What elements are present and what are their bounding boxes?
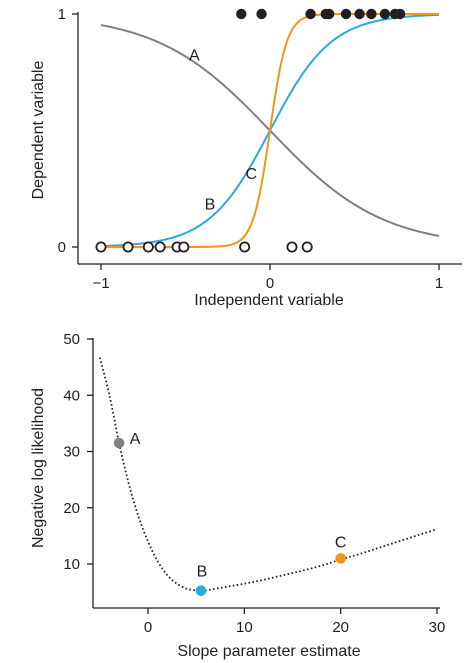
- y-tick-label: 1: [58, 6, 66, 23]
- estimate-point-c: [335, 553, 346, 564]
- x-tick-label: 0: [144, 619, 152, 636]
- estimate-point-c-label: C: [335, 534, 347, 551]
- y-tick-label: 50: [63, 331, 80, 348]
- observation-filled: [354, 8, 365, 20]
- observation-filled: [394, 8, 406, 20]
- observation-filled: [379, 8, 391, 20]
- x-tick-label: 1: [435, 275, 443, 292]
- x-tick-label: 20: [332, 619, 349, 636]
- series-b-label: B: [205, 197, 216, 214]
- series-a-label: A: [189, 47, 200, 64]
- observation-open: [122, 241, 134, 253]
- logistic-chart: −1 0 1 0 1 A B C Independent variable Dependen…: [30, 6, 462, 309]
- y-tick-label: 10: [63, 556, 80, 573]
- x-tick-label: 0: [266, 275, 274, 292]
- observation-filled: [305, 8, 316, 20]
- observation-open: [142, 241, 154, 253]
- estimate-point-b: [195, 585, 207, 597]
- likelihood-curve: [98, 357, 438, 592]
- estimate-point-group: A B C: [113, 431, 347, 597]
- series-c-label: C: [245, 166, 257, 183]
- observation-open: [154, 241, 166, 253]
- observation-open: [178, 241, 190, 253]
- x-tick-label: 10: [236, 619, 253, 636]
- x-tick-label: −1: [92, 275, 109, 292]
- observation-filled: [323, 8, 335, 20]
- y-tick-label: 20: [63, 500, 80, 517]
- y-tick-label: 0: [58, 239, 66, 256]
- x-tick-label: 30: [429, 619, 446, 636]
- y-axis-label: Negative log likelihood: [30, 388, 47, 548]
- observation-filled: [256, 8, 267, 20]
- tick-group: −1 0 1 0 1: [58, 6, 444, 292]
- series-c-curve: [101, 13, 439, 248]
- x-axis-label: Independent variable: [194, 292, 344, 309]
- observation-open: [286, 241, 298, 253]
- observation-filled: [236, 8, 247, 20]
- observation-open: [239, 241, 251, 253]
- curve-group: [100, 13, 440, 248]
- observation-open: [95, 241, 107, 253]
- series-label-group: A B C: [189, 47, 257, 213]
- y-axis-label: Dependent variable: [30, 61, 47, 200]
- likelihood-chart: 0 10 20 30 10 20 30 40 50 A B C Slope parameter es…: [30, 331, 445, 660]
- tick-group: 0 10 20 30 10 20 30 40 50: [63, 331, 445, 636]
- observation-filled: [366, 8, 377, 20]
- y-tick-label: 40: [63, 387, 80, 404]
- x-axis-label: Slope parameter estimate: [177, 643, 360, 660]
- observation-filled: [340, 8, 352, 20]
- y-tick-label: 30: [63, 444, 80, 461]
- observation-group: [95, 8, 406, 253]
- estimate-point-b-label: B: [197, 564, 208, 581]
- estimate-point-a-label: A: [130, 431, 141, 448]
- observation-open: [301, 241, 313, 253]
- estimate-point-a: [113, 437, 125, 449]
